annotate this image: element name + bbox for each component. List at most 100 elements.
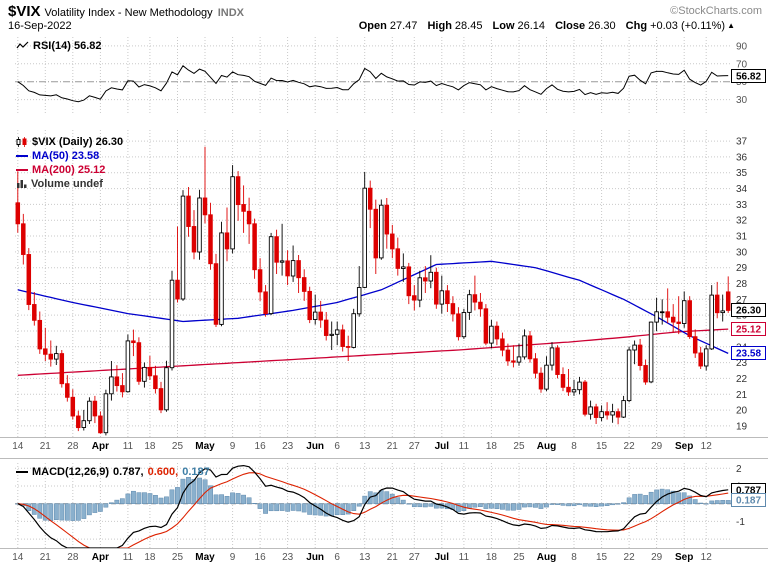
symbol: $VIX <box>8 3 41 20</box>
symbol-name: Volatility Index - New Methodology <box>44 7 213 19</box>
x-tick-label: 27 <box>408 552 420 563</box>
rsi-value-box <box>731 69 766 83</box>
svg-text:0.187: 0.187 <box>736 496 761 507</box>
open-label: Open <box>358 20 387 32</box>
x-tick-month-label: May <box>195 441 215 452</box>
x-tick-label: 11 <box>122 441 134 452</box>
x-tick-label: 8 <box>571 552 577 563</box>
volume-legend-label: Volume undef <box>31 177 103 190</box>
x-tick-label: 9 <box>229 552 236 563</box>
last-price-box <box>731 303 766 317</box>
x-tick-label: 22 <box>623 552 635 563</box>
svg-text:34: 34 <box>736 184 748 195</box>
svg-text:-1: -1 <box>736 517 745 528</box>
x-tick-label: 21 <box>386 441 398 452</box>
svg-text:23.58: 23.58 <box>736 349 761 360</box>
x-tick-label: 25 <box>171 552 184 563</box>
close-value: 26.30 <box>588 20 616 32</box>
macd-hist-value: 0.187 <box>182 465 210 478</box>
svg-text:30: 30 <box>736 95 748 106</box>
x-tick-label: 9 <box>229 441 236 452</box>
svg-text:21: 21 <box>736 390 748 401</box>
x-tick-month-label: Sep <box>675 441 694 452</box>
x-tick-label: 18 <box>144 441 156 452</box>
x-tick-month-label: Aug <box>536 441 557 452</box>
price-legend-label: $VIX (Daily) 26.30 <box>32 135 124 148</box>
x-tick-label: 12 <box>700 441 712 452</box>
x-tick-label: 25 <box>513 441 525 452</box>
x-tick-label: 25 <box>171 441 184 452</box>
ma50-legend-row: MA(50) 23.58 <box>16 149 123 162</box>
rsi-legend: RSI(14) 56.82 <box>16 39 101 52</box>
macd-legend-label: MACD(12,26,9) <box>32 465 110 478</box>
exchange-tag: INDX <box>217 7 244 19</box>
high-label: High <box>427 20 452 32</box>
x-tick-label: 28 <box>67 441 79 452</box>
svg-text:25.12: 25.12 <box>736 325 761 336</box>
svg-text:35: 35 <box>736 168 748 179</box>
x-tick-label: 15 <box>596 441 608 452</box>
copyright: ©StockCharts.com <box>670 5 762 17</box>
macd-signal-line <box>17 472 729 549</box>
chart-header: $VIX Volatility Index - New Methodology IN… <box>8 3 244 21</box>
ma200-line-icon <box>16 168 28 171</box>
svg-text:29: 29 <box>736 263 748 274</box>
x-tick-month-label: Jun <box>306 441 325 452</box>
x-tick-label: 13 <box>359 552 371 563</box>
x-tick-label: 29 <box>651 441 663 452</box>
x-tick-label: 13 <box>359 441 371 452</box>
x-tick-month-label: Apr <box>91 441 109 452</box>
x-tick-label: 11 <box>122 552 134 563</box>
macd-value: 0.787, <box>113 465 144 478</box>
x-tick-label: 6 <box>334 552 340 563</box>
x-tick-label: 18 <box>485 552 497 563</box>
svg-text:20: 20 <box>736 406 748 417</box>
quote-summary: Open 27.47 High 28.45 Low 26.14 Close 26.30 … <box>352 20 735 32</box>
x-tick-label: 22 <box>623 441 635 452</box>
x-tick-label: 11 <box>458 552 470 563</box>
svg-text:27: 27 <box>736 295 748 306</box>
x-tick-month-label: Jul <box>434 441 450 452</box>
x-tick-label: 23 <box>282 552 294 563</box>
macd-line <box>17 464 729 549</box>
x-tick-label: 25 <box>513 552 525 563</box>
svg-text:22: 22 <box>736 374 748 385</box>
macd-line-icon <box>16 470 28 473</box>
svg-text:19: 19 <box>736 421 748 432</box>
x-tick-month-label: Aug <box>536 552 557 563</box>
svg-text:30: 30 <box>736 247 748 258</box>
ma200-value-box <box>731 322 766 336</box>
macd-legend: MACD(12,26,9) 0.787, 0.600, 0.187 <box>16 465 210 478</box>
ma50-value-box <box>731 346 766 360</box>
chart-date: 16-Sep-2022 <box>8 20 72 32</box>
x-tick-label: 14 <box>12 552 24 563</box>
ma50-line <box>17 260 729 354</box>
x-tick-label: 29 <box>651 552 663 563</box>
macd-signal-value: 0.600, <box>147 465 179 478</box>
volume-legend-row: Volume undef <box>16 177 123 190</box>
change-value: +0.03 (+0.11%) <box>650 20 726 32</box>
svg-text:33: 33 <box>736 200 748 211</box>
svg-text:90: 90 <box>736 41 748 52</box>
svg-text:32: 32 <box>736 216 748 227</box>
x-tick-label: 12 <box>700 552 712 563</box>
svg-text:36: 36 <box>736 152 748 163</box>
x-tick-month-label: May <box>195 552 215 563</box>
svg-text:26.30: 26.30 <box>736 306 761 317</box>
ma50-legend-label: MA(50) 23.58 <box>32 149 100 162</box>
change-up-arrow: ▲ <box>727 21 735 30</box>
x-tick-label: 6 <box>334 441 340 452</box>
x-tick-label: 27 <box>408 441 420 452</box>
svg-text:31: 31 <box>736 232 748 243</box>
low-label: Low <box>492 20 515 32</box>
x-tick-month-label: Jun <box>306 552 325 563</box>
x-tick-label: 21 <box>386 552 398 563</box>
svg-text:28: 28 <box>736 279 748 290</box>
x-tick-month-label: Sep <box>675 552 694 563</box>
volume-bars-icon <box>17 180 27 188</box>
ma200-line <box>17 328 729 376</box>
x-tick-label: 14 <box>12 441 24 452</box>
macd-hist-box <box>731 493 766 507</box>
